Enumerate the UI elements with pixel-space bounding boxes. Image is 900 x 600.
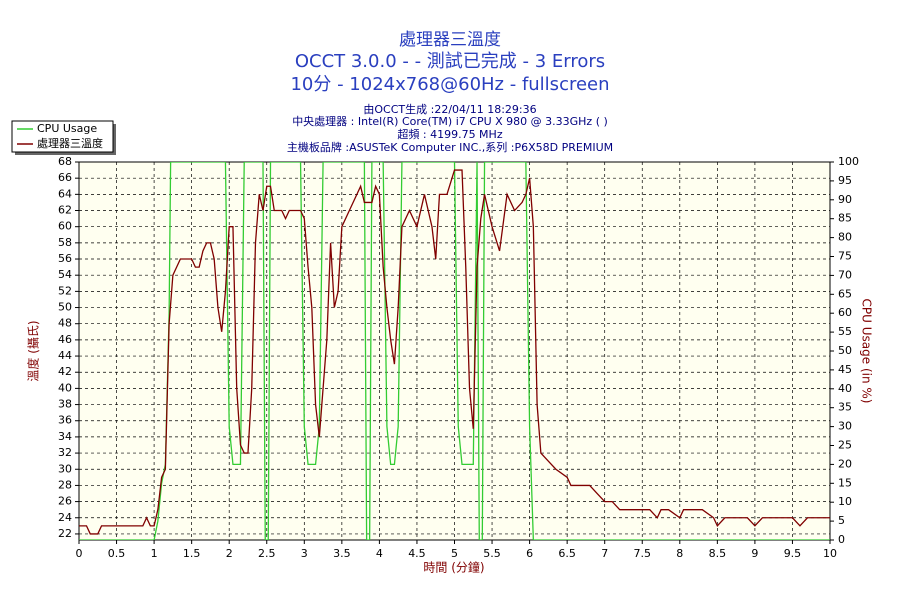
legend-label: CPU Usage — [37, 122, 97, 135]
y-tick-label: 50 — [58, 301, 72, 314]
x-tick-label: 4.5 — [408, 547, 426, 560]
x-tick-label: 0 — [76, 547, 83, 560]
y-tick-label: 34 — [58, 430, 72, 443]
x-tick-label: 1 — [151, 547, 158, 560]
y2-tick-label: 80 — [838, 231, 852, 244]
y2-tick-label: 30 — [838, 420, 852, 433]
y2-tick-label: 50 — [838, 344, 852, 357]
y2-tick-label: 70 — [838, 268, 852, 281]
y-tick-label: 42 — [58, 365, 72, 378]
y2-tick-label: 25 — [838, 439, 852, 452]
info-line: 超頻 : 4199.75 MHz — [397, 127, 502, 141]
x-tick-label: 1.5 — [183, 547, 201, 560]
x-tick-label: 2.5 — [258, 547, 276, 560]
legend-label: 處理器三溫度 — [37, 136, 103, 150]
chart-subtitle: 10分 - 1024x768@60Hz - fullscreen — [290, 74, 609, 95]
y-tick-label: 46 — [58, 333, 72, 346]
x-tick-label: 8.5 — [709, 547, 727, 560]
y2-tick-label: 75 — [838, 250, 852, 263]
y2-tick-label: 15 — [838, 476, 852, 489]
y-tick-label: 44 — [58, 349, 72, 362]
y-tick-label: 54 — [58, 268, 72, 281]
x-tick-label: 6.5 — [558, 547, 576, 560]
y-tick-label: 28 — [58, 478, 72, 491]
y-tick-label: 68 — [58, 155, 72, 168]
y-tick-label: 26 — [58, 495, 72, 508]
y2-tick-label: 0 — [838, 533, 845, 546]
y2-tick-label: 95 — [838, 174, 852, 187]
y2-tick-label: 60 — [838, 306, 852, 319]
y2-tick-label: 45 — [838, 363, 852, 376]
chart-subtitle: OCCT 3.0.0 - - 測試已完成 - 3 Errors — [295, 51, 605, 72]
y2-axis-label: CPU Usage (in %) — [860, 299, 874, 404]
x-tick-label: 9.5 — [784, 547, 802, 560]
y-axis-label: 溫度 (攝氏) — [26, 320, 41, 381]
y-tick-label: 48 — [58, 317, 72, 330]
x-tick-label: 7 — [601, 547, 608, 560]
y2-tick-label: 5 — [838, 514, 845, 527]
series-line — [79, 169, 830, 535]
legend-box — [11, 120, 114, 153]
info-line: 中央處理器 : Intel(R) Core(TM) i7 CPU X 980 @… — [292, 114, 608, 128]
y-tick-label: 38 — [58, 398, 72, 411]
y-tick-label: 24 — [58, 511, 72, 524]
y-tick-label: 30 — [58, 462, 72, 475]
x-tick-label: 9 — [751, 547, 758, 560]
y-tick-label: 60 — [58, 220, 72, 233]
series-line — [79, 162, 830, 540]
y-tick-label: 32 — [58, 446, 72, 459]
y2-tick-label: 90 — [838, 193, 852, 206]
y2-tick-label: 65 — [838, 287, 852, 300]
x-tick-label: 3 — [301, 547, 308, 560]
y-tick-label: 36 — [58, 414, 72, 427]
y2-tick-label: 10 — [838, 495, 852, 508]
y-tick-label: 62 — [58, 204, 72, 217]
y-tick-label: 66 — [58, 171, 72, 184]
x-tick-label: 8 — [676, 547, 683, 560]
y2-tick-label: 85 — [838, 212, 852, 225]
y2-tick-label: 35 — [838, 401, 852, 414]
y2-tick-label: 55 — [838, 325, 852, 338]
x-tick-label: 4 — [376, 547, 383, 560]
x-axis-label: 時間 (分鐘) — [423, 560, 484, 575]
x-tick-label: 5 — [451, 547, 458, 560]
y-tick-label: 56 — [58, 252, 72, 265]
y-tick-label: 40 — [58, 381, 72, 394]
info-line: 主機板品牌 :ASUSTeK Computer INC.,系列 :P6X58D … — [287, 140, 613, 154]
x-tick-label: 5.5 — [483, 547, 501, 560]
x-tick-label: 10 — [823, 547, 837, 560]
y-tick-label: 22 — [58, 527, 72, 540]
x-tick-label: 3.5 — [333, 547, 351, 560]
x-tick-label: 6 — [526, 547, 533, 560]
y2-tick-label: 100 — [838, 155, 859, 168]
chart-title: 處理器三溫度 — [399, 30, 501, 50]
info-line: 由OCCT生成 :22/04/11 18:29:36 — [363, 102, 536, 116]
x-tick-label: 0.5 — [108, 547, 126, 560]
y2-tick-label: 40 — [838, 382, 852, 395]
y-tick-label: 64 — [58, 187, 72, 200]
x-tick-label: 2 — [226, 547, 233, 560]
y2-tick-label: 20 — [838, 457, 852, 470]
x-tick-label: 7.5 — [634, 547, 652, 560]
y-tick-label: 58 — [58, 236, 72, 249]
y-tick-label: 52 — [58, 284, 72, 297]
